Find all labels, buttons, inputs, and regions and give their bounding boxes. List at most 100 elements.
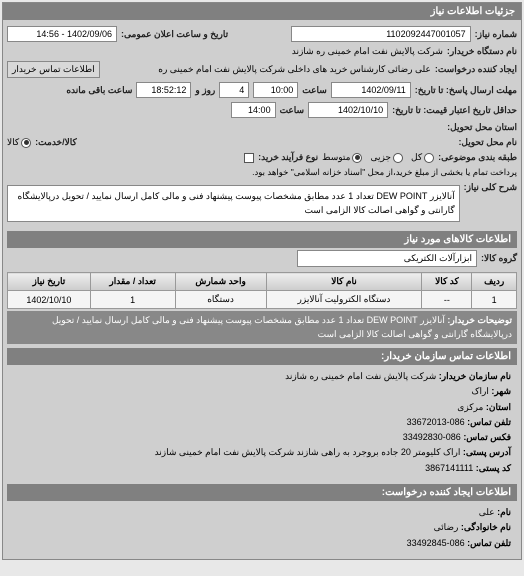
province-label: استان: [486,402,511,412]
remain-label: ساعت باقی مانده [66,85,132,96]
radio-total[interactable]: کل [411,152,434,163]
time-label-1: ساعت [302,85,327,96]
goods-radio[interactable]: کالا [7,137,31,148]
radio-icon [352,153,362,163]
goods-option-label: کالا [7,137,19,148]
td-0: 1 [472,291,517,309]
th-3: واحد شمارش [175,273,266,291]
row-req-number: شماره نیاز: 1102092447001057 تاریخ و ساع… [7,24,517,44]
radio-icon [424,153,434,163]
td-5: 1402/10/10 [8,291,91,309]
goods-label: کالا/خدمت: [35,137,77,148]
c-phone-value: 086-33492845 [407,538,465,548]
row-delivery: نام محل تحویل: کالا/خدمت: کالا [7,135,517,150]
table-header-row: ردیف کد کالا نام کالا واحد شمارش تعداد /… [8,273,517,291]
buy-type-label: نوع فرآیند خرید: [258,152,318,163]
days-label: روز و [195,85,215,96]
public-date-field: 1402/09/06 - 14:56 [7,26,117,42]
org-label: نام سازمان خریدار: [439,371,511,381]
deadline-label: مهلت ارسال پاسخ: تا تاریخ: [415,85,517,96]
validity-time-field: 14:00 [231,102,276,118]
goods-table: ردیف کد کالا نام کالا واحد شمارش تعداد /… [7,272,517,309]
phone-value: 086-33672013 [407,417,465,427]
city-value: اراک [471,386,488,396]
postal-value: اراک کلیومتر 20 جاده بروجرد به راهی شازن… [155,447,461,457]
postcode-value: 3867141111 [425,463,473,473]
radio-icon [393,153,403,163]
org-value: شرکت پالایش نفت امام خمینی ره شازند [285,371,436,381]
radio-partial[interactable]: جزیی [370,152,403,163]
radio-partial-label: جزیی [370,152,391,163]
row-validity: حداقل تاریخ اعتبار قیمت: تا تاریخ: 1402/… [7,100,517,120]
general-desc-label: شرح کلی نیاز: [464,182,517,193]
radio-icon [21,138,31,148]
budget-label: طبقه بندی موضوعی: [438,152,517,163]
buyer-name-value: شرکت پالایش نفت امام خمینی ره شازند [292,46,443,57]
goods-group-field: ابزارآلات الکتریکی [297,250,477,267]
td-1: -- [422,291,472,309]
creator-label: ایجاد کننده درخواست: [435,64,517,75]
td-3: دستگاه [175,291,266,309]
th-1: کد کالا [422,273,472,291]
radio-medium[interactable]: متوسط [322,152,362,163]
buyer-notes-label: توضیحات خریدار: [447,315,512,325]
radio-total-label: کل [411,152,422,163]
radio-medium-label: متوسط [322,152,350,163]
contact-buyer-block: نام سازمان خریدار: شرکت پالایش نفت امام … [7,365,517,480]
panel-body: شماره نیاز: 1102092447001057 تاریخ و ساع… [3,20,521,559]
row-deadline: مهلت ارسال پاسخ: تا تاریخ: 1402/09/11 سا… [7,80,517,100]
row-buyer: نام دستگاه خریدار: شرکت پالایش نفت امام … [7,44,517,59]
row-goods-group: گروه کالا: ابزارآلات الکتریکی [7,248,517,269]
address-label: استان محل تحویل: [447,122,517,133]
main-panel: جزئیات اطلاعات نیاز شماره نیاز: 11020924… [2,2,522,560]
req-number-field: 1102092447001057 [291,26,471,42]
buyer-notes-text: آنالایزر DEW POINT تعداد 1 عدد مطابق مشخ… [52,315,512,339]
c-name-value: علی [479,507,495,517]
general-desc-box: آنالایزر DEW POINT تعداد 1 عدد مطابق مشخ… [7,185,460,222]
fax-value: 086-33492830 [403,432,461,442]
payment-note: پرداخت تمام یا بخشی از مبلغ خرید،از محل … [252,167,517,178]
city-label: شهر: [491,386,511,396]
c-family-value: رضائی [434,522,459,532]
deadline-time-field: 10:00 [253,82,298,98]
c-name-label: نام: [497,507,511,517]
public-date-label: تاریخ و ساعت اعلان عمومی: [121,29,228,40]
fax-label: فکس تماس: [463,432,511,442]
goods-section-title: اطلاعات کالاهای مورد نیاز [7,231,517,248]
panel-title: جزئیات اطلاعات نیاز [3,3,521,20]
province-value: مرکزی [457,402,483,412]
contact-creator-title: اطلاعات ایجاد کننده درخواست: [7,484,517,501]
contact-creator-block: نام: علی نام خانوادگی: رضائی تلفن تماس: … [7,501,517,555]
postal-label: آدرس پستی: [463,447,511,457]
row-creator: ایجاد کننده درخواست: علی رضائی کارشناس خ… [7,59,517,80]
contact-buyer-title: اطلاعات تماس سازمان خریدار: [7,348,517,365]
req-number-label: شماره نیاز: [475,29,517,40]
td-4: 1 [90,291,175,309]
deadline-date-field: 1402/09/11 [331,82,411,98]
buyer-name-label: نام دستگاه خریدار: [447,46,517,57]
goods-group-label: گروه کالا: [481,253,517,264]
c-family-label: نام خانوادگی: [461,522,511,532]
buy-type-checkbox[interactable] [244,153,254,163]
th-5: تاریخ نیاز [8,273,91,291]
validity-date-field: 1402/10/10 [308,102,388,118]
delivery-label: نام محل تحویل: [458,137,517,148]
contact-buyer-button[interactable]: اطلاعات تماس خریدار [7,61,100,78]
th-0: ردیف [472,273,517,291]
row-budget: طبقه بندی موضوعی: کل جزیی متوسط نوع فرآی… [7,150,517,180]
table-row: 1 -- دستگاه الکترولیت آنالایزر دستگاه 1 … [8,291,517,309]
time-label-2: ساعت [280,105,305,116]
validity-label: حداقل تاریخ اعتبار قیمت: تا تاریخ: [392,105,517,116]
row-address: استان محل تحویل: [7,120,517,135]
c-phone-label: تلفن تماس: [467,538,511,548]
postcode-label: کد پستی: [476,463,511,473]
creator-value: علی رضائی کارشناس خرید های داخلی شرکت پا… [158,64,431,75]
days-field: 4 [219,82,249,98]
th-4: تعداد / مقدار [90,273,175,291]
row-general-desc: شرح کلی نیاز: آنالایزر DEW POINT تعداد 1… [7,180,517,227]
th-2: نام کالا [266,273,422,291]
budget-radio-group: کل جزیی متوسط [322,152,434,163]
phone-label: تلفن تماس: [467,417,511,427]
buyer-notes-box: توضیحات خریدار: آنالایزر DEW POINT تعداد… [7,311,517,344]
td-2: دستگاه الکترولیت آنالایزر [266,291,422,309]
